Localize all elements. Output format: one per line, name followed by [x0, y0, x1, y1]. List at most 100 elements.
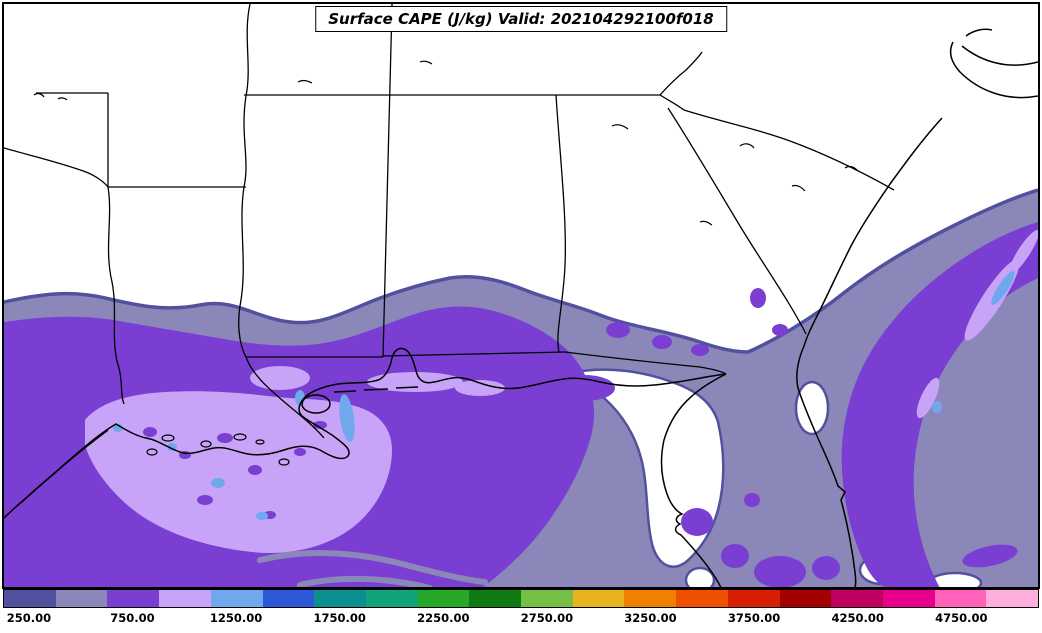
- colorbar-tick-label-6: 3250.00: [624, 611, 677, 625]
- lavender-ms-coast: [367, 372, 463, 392]
- gray-ribbon-2: [297, 575, 433, 587]
- contour-rim: [4, 188, 1038, 354]
- lakes-and-details: [33, 60, 858, 466]
- colorbar-segment-0: [4, 590, 56, 607]
- colorbar-segment-8: [417, 590, 470, 607]
- purple-ribbon-2: [962, 544, 1018, 568]
- border-al-fl: [382, 351, 566, 357]
- border-red-river: [4, 147, 109, 188]
- speckle-7: [197, 495, 213, 505]
- purple-ga-speck-1: [606, 322, 630, 338]
- speckle-3: [217, 433, 233, 443]
- speckle-5: [294, 448, 306, 456]
- coast-florida-west: [660, 373, 727, 587]
- map-frame: [2, 2, 1040, 589]
- colorbar-tick-label-1: 750.00: [110, 611, 155, 625]
- contour-holes-white: [573, 368, 983, 587]
- lightblue-sliver: [339, 394, 355, 442]
- purple-florida-blob-3: [754, 556, 806, 587]
- contour-fill-lavender: [85, 229, 1038, 553]
- lightblue-dot-5: [167, 443, 177, 451]
- purple-florida-blob-2: [721, 544, 749, 568]
- colorbar-tick-label-2: 1250.00: [209, 611, 263, 625]
- speckle-1: [143, 427, 157, 437]
- coastline: [4, 28, 1038, 587]
- border-tn-nc: [659, 51, 703, 96]
- border-ok-ar: [36, 92, 109, 187]
- colorbar-segment-19: [986, 590, 1039, 607]
- lake-pontchartrain: [301, 394, 331, 414]
- coast-texas-barrier-island: [21, 429, 109, 503]
- colorbar-tick-label-8: 4250.00: [831, 611, 884, 625]
- colorbar-segment-16: [831, 590, 883, 607]
- border-al-ga: [555, 94, 566, 353]
- coast-atlantic: [796, 117, 943, 587]
- colorbar-segment-14: [727, 590, 780, 607]
- speckle-6: [313, 421, 327, 429]
- colorbar-segment-9: [469, 590, 522, 607]
- colorbar-segment-4: [210, 590, 263, 607]
- border-ga-sc-savannah: [667, 107, 807, 335]
- lightblue-atlantic-2: [932, 401, 942, 413]
- map-title: Surface CAPE (J/kg) Valid: 202104292100f…: [315, 6, 727, 32]
- marsh-lake-2: [200, 440, 212, 448]
- colorbar: [3, 589, 1039, 608]
- purple-florida-blob-4: [812, 556, 840, 580]
- lavender-atlantic-streak-2: [1008, 229, 1038, 275]
- colorbar-segment-10: [521, 590, 573, 607]
- colorbar-tick-labels: 250.00 750.00 1250.00 1750.00 2250.00 2750.00…: [0, 611, 1042, 627]
- speckle-4: [248, 465, 262, 475]
- lightblue-atlantic-1: [991, 271, 1015, 305]
- purple-ga-speck-3: [691, 344, 709, 356]
- lavender-atlantic-streak-3: [916, 377, 940, 419]
- coast-ms-barrier-islands: [333, 386, 419, 393]
- purple-ga-speck-2: [652, 335, 672, 349]
- marsh-lake-6: [255, 439, 265, 445]
- white-hole-ne-florida: [794, 380, 830, 436]
- gray-ribbon-1: [257, 549, 488, 585]
- colorbar-segment-7: [365, 590, 418, 607]
- colorbar-segment-6: [314, 590, 366, 607]
- purple-florida-blob-5: [744, 493, 760, 507]
- colorbar-segment-3: [159, 590, 211, 607]
- marsh-lake-1: [161, 434, 175, 442]
- colorbar-segment-5: [262, 590, 315, 607]
- border-tx-la-sabine: [107, 186, 125, 405]
- purple-ga-speck-4: [750, 288, 766, 308]
- colorbar-segment-11: [572, 590, 625, 607]
- purple-ga-speck-5: [772, 324, 788, 336]
- purple-florida-blob-1: [681, 508, 713, 536]
- border-ga-fl: [564, 351, 727, 375]
- border-nc-sc: [659, 94, 895, 191]
- colorbar-tick-label-4: 2250.00: [417, 611, 470, 625]
- colorbar-segment-13: [676, 590, 728, 607]
- colorbar-segment-15: [779, 590, 832, 607]
- purple-atlantic-band: [841, 222, 1038, 587]
- colorbar-segment-17: [882, 590, 935, 607]
- colorbar-segment-2: [107, 590, 160, 607]
- lavender-pensacola: [455, 380, 505, 396]
- marsh-lake-5: [146, 448, 158, 456]
- colorbar-tick-label-7: 3750.00: [727, 611, 781, 625]
- colorbar-segment-1: [55, 590, 108, 607]
- lavender-louisiana-core: [85, 391, 392, 553]
- marsh-lake-3: [233, 433, 247, 441]
- colorbar-segment-18: [934, 590, 987, 607]
- colorbar-tick-label-9: 4750.00: [935, 611, 988, 625]
- coast-nc-sounds: [949, 28, 1038, 99]
- purple-ribbon-1: [891, 395, 913, 485]
- colorbar-tick-label-0: 250.00: [6, 611, 52, 625]
- cape-map: [2, 2, 1040, 589]
- small-lakes: [33, 60, 858, 226]
- gray-ribbons: [257, 549, 488, 587]
- lightblue-dot-3: [256, 512, 268, 520]
- coast-gulf-west: [4, 347, 727, 519]
- white-hole-3: [684, 566, 716, 587]
- marsh-lake-4: [278, 458, 290, 466]
- lightblue-dot-2: [211, 478, 225, 488]
- colorbar-tick-label-5: 2750.00: [520, 611, 574, 625]
- border-mississippi-river: [238, 4, 325, 439]
- contour-fill-lightblue: [113, 271, 1015, 520]
- colorbar-tick-label-3: 1750.00: [313, 611, 366, 625]
